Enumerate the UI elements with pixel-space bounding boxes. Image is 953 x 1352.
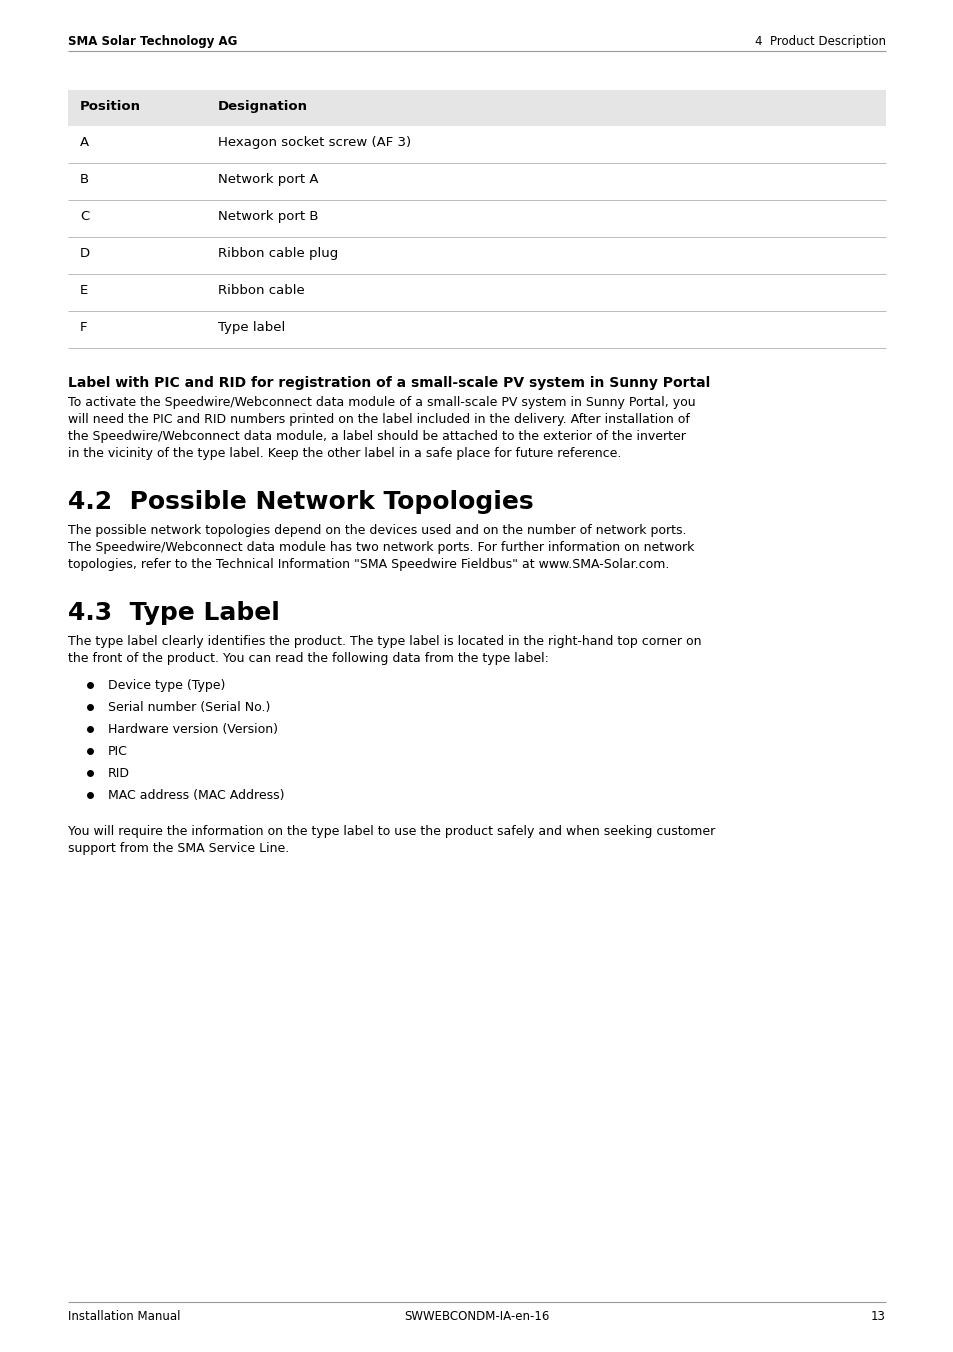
Text: the Speedwire/Webconnect data module, a label should be attached to the exterior: the Speedwire/Webconnect data module, a … xyxy=(68,430,685,443)
Text: 4.2  Possible Network Topologies: 4.2 Possible Network Topologies xyxy=(68,489,533,514)
Text: You will require the information on the type label to use the product safely and: You will require the information on the … xyxy=(68,825,715,838)
Text: 4  Product Description: 4 Product Description xyxy=(754,35,885,49)
Text: will need the PIC and RID numbers printed on the label included in the delivery.: will need the PIC and RID numbers printe… xyxy=(68,412,689,426)
Text: Type label: Type label xyxy=(218,320,285,334)
Text: the front of the product. You can read the following data from the type label:: the front of the product. You can read t… xyxy=(68,652,548,665)
Text: 13: 13 xyxy=(870,1310,885,1324)
Text: Designation: Designation xyxy=(218,100,308,114)
Text: MAC address (MAC Address): MAC address (MAC Address) xyxy=(108,790,284,802)
Text: F: F xyxy=(80,320,88,334)
Text: support from the SMA Service Line.: support from the SMA Service Line. xyxy=(68,842,289,854)
Text: Position: Position xyxy=(80,100,141,114)
Text: Device type (Type): Device type (Type) xyxy=(108,679,225,692)
Text: C: C xyxy=(80,210,90,223)
Text: SWWEBCONDM-IA-en-16: SWWEBCONDM-IA-en-16 xyxy=(404,1310,549,1324)
Text: Ribbon cable: Ribbon cable xyxy=(218,284,304,297)
Text: E: E xyxy=(80,284,89,297)
Text: topologies, refer to the Technical Information "SMA Speedwire Fieldbus" at www.S: topologies, refer to the Technical Infor… xyxy=(68,558,669,571)
Text: RID: RID xyxy=(108,767,130,780)
Text: in the vicinity of the type label. Keep the other label in a safe place for futu: in the vicinity of the type label. Keep … xyxy=(68,448,620,460)
Text: SMA Solar Technology AG: SMA Solar Technology AG xyxy=(68,35,237,49)
Bar xyxy=(68,91,885,126)
Text: PIC: PIC xyxy=(108,745,128,758)
Text: Hardware version (Version): Hardware version (Version) xyxy=(108,723,277,735)
Text: The type label clearly identifies the product. The type label is located in the : The type label clearly identifies the pr… xyxy=(68,635,700,648)
Text: The Speedwire/Webconnect data module has two network ports. For further informat: The Speedwire/Webconnect data module has… xyxy=(68,541,694,554)
Text: Installation Manual: Installation Manual xyxy=(68,1310,180,1324)
Text: A: A xyxy=(80,137,89,149)
Text: The possible network topologies depend on the devices used and on the number of : The possible network topologies depend o… xyxy=(68,525,686,537)
Text: Label with PIC and RID for registration of a small-scale PV system in Sunny Port: Label with PIC and RID for registration … xyxy=(68,376,709,389)
Text: 4.3  Type Label: 4.3 Type Label xyxy=(68,602,279,625)
Text: Network port B: Network port B xyxy=(218,210,318,223)
Text: D: D xyxy=(80,247,90,260)
Text: To activate the Speedwire/Webconnect data module of a small-scale PV system in S: To activate the Speedwire/Webconnect dat… xyxy=(68,396,695,410)
Text: Hexagon socket screw (AF 3): Hexagon socket screw (AF 3) xyxy=(218,137,411,149)
Text: B: B xyxy=(80,173,89,187)
Text: Serial number (Serial No.): Serial number (Serial No.) xyxy=(108,700,270,714)
Text: Network port A: Network port A xyxy=(218,173,318,187)
Text: Ribbon cable plug: Ribbon cable plug xyxy=(218,247,338,260)
